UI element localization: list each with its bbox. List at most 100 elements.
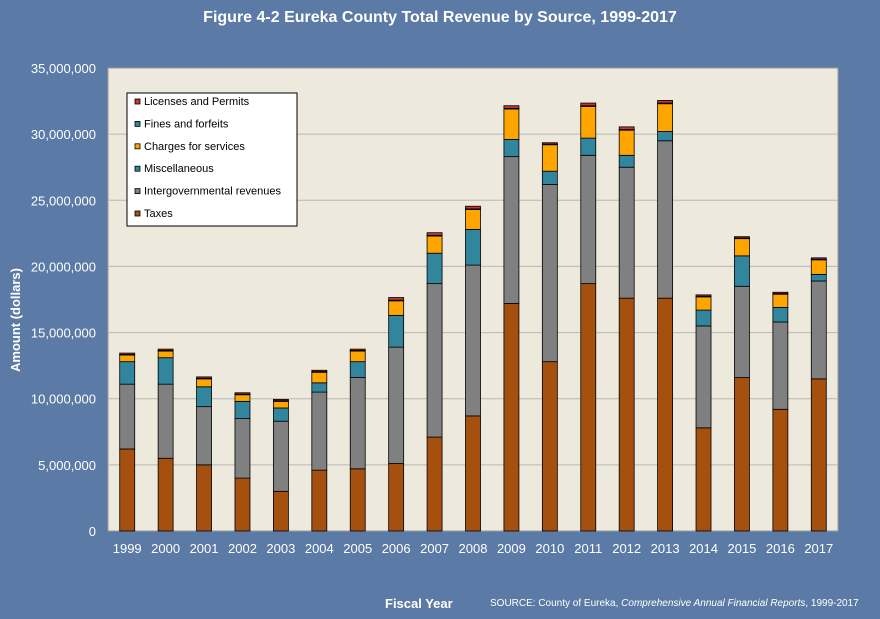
- bar-segment: [196, 378, 212, 388]
- y-axis-label: Amount (dollars): [8, 268, 23, 372]
- bar-segment: [541, 361, 558, 532]
- y-tick-label: 10,000,000: [31, 392, 96, 407]
- bar-segment: [772, 408, 789, 532]
- bar-segment: [734, 255, 750, 287]
- bar-segment: [580, 154, 597, 285]
- bar-segment: [426, 235, 443, 254]
- x-tick-label: 2012: [612, 541, 641, 556]
- bar-segment: [657, 140, 674, 299]
- bar-segment: [119, 352, 136, 355]
- bar-segment: [734, 238, 750, 257]
- y-tick-label: 0: [89, 524, 96, 539]
- bar-segment: [657, 131, 674, 142]
- bar-segment: [388, 314, 405, 348]
- bar-segment: [503, 139, 520, 158]
- bar-segment: [311, 369, 328, 372]
- y-tick-label: 30,000,000: [31, 127, 96, 142]
- bar-segment: [349, 350, 366, 363]
- bar-segment: [119, 361, 136, 385]
- bar-segment: [580, 102, 597, 107]
- y-tick-label: 35,000,000: [31, 61, 96, 76]
- bar-segment: [272, 420, 289, 492]
- bar-segment: [349, 468, 366, 532]
- x-tick-label: 2017: [804, 541, 833, 556]
- bar-segment: [388, 463, 405, 532]
- bar-segment: [234, 392, 251, 395]
- bar-segment: [234, 477, 251, 532]
- bar-segment: [618, 129, 635, 156]
- x-tick-label: 2000: [151, 541, 180, 556]
- bar-segment: [119, 354, 136, 363]
- bar-segment: [810, 378, 827, 532]
- bar-segment: [196, 376, 212, 379]
- x-tick-label: 2008: [459, 541, 488, 556]
- bar-segment: [695, 325, 712, 429]
- legend-swatch: [134, 188, 141, 195]
- bar-segment: [618, 166, 635, 299]
- x-tick-label: 2005: [343, 541, 372, 556]
- bar-segment: [196, 406, 212, 466]
- bar-segment: [349, 361, 366, 378]
- bar-segment: [426, 436, 443, 532]
- legend-swatch: [134, 143, 141, 150]
- legend-swatch: [134, 121, 141, 127]
- legend-swatch: [134, 210, 141, 217]
- x-tick-label: 2002: [228, 541, 257, 556]
- legend-label: Charges for services: [144, 141, 245, 153]
- bar-segment: [772, 307, 789, 323]
- x-axis-label: Fiscal Year: [385, 596, 453, 611]
- bar-segment: [503, 108, 520, 140]
- bar-segment: [426, 252, 443, 285]
- y-axis-ticks: 0 5,000,000 10,000,000 15,000,000 20,000,000…: [31, 61, 96, 539]
- bar-segment: [119, 383, 136, 450]
- bar-segment: [349, 348, 366, 351]
- x-tick-label: 2006: [382, 541, 411, 556]
- bar-segment: [541, 142, 558, 145]
- x-tick-label: 2016: [766, 541, 795, 556]
- bar-segment: [695, 296, 712, 311]
- bar-segment: [772, 321, 789, 410]
- bar-segment: [541, 144, 558, 172]
- x-tick-label: 2013: [651, 541, 680, 556]
- y-tick-label: 15,000,000: [31, 326, 96, 341]
- bar-segment: [388, 300, 405, 316]
- x-tick-label: 2009: [497, 541, 526, 556]
- bar-segment: [272, 407, 289, 422]
- bar-segment: [503, 303, 520, 532]
- bar-segment: [388, 346, 405, 464]
- bar-segment: [734, 377, 750, 532]
- bar-segment: [157, 383, 174, 459]
- y-tick-label: 20,000,000: [31, 259, 96, 274]
- bar-segment: [734, 285, 750, 378]
- x-tick-label: 2015: [727, 541, 756, 556]
- bar-segment: [580, 283, 597, 532]
- bar-segment: [119, 448, 136, 532]
- x-axis-ticks: 1999 2000 2001 2002 2003 2004 2005 2006 2007 2008…: [113, 541, 834, 556]
- legend-label: Licenses and Permits: [144, 96, 250, 108]
- bar-segment: [810, 259, 827, 275]
- legend-label: Taxes: [144, 208, 173, 220]
- x-tick-label: 2004: [305, 541, 334, 556]
- bar-segment: [465, 209, 481, 230]
- bar-segment: [810, 257, 827, 260]
- x-tick-label: 2014: [689, 541, 718, 556]
- source-report-title: Comprehensive Annual Financial Reports: [621, 598, 806, 609]
- legend-box: [126, 92, 298, 227]
- legend-label: Intergovernmental revenues: [144, 186, 281, 198]
- bar-segment: [426, 283, 443, 438]
- bar-segment: [311, 371, 328, 384]
- bar-segment: [580, 105, 597, 139]
- bar-segment: [695, 294, 712, 297]
- bar-segment: [272, 398, 289, 402]
- bar-segment: [772, 293, 789, 308]
- bar-segment: [157, 348, 174, 351]
- x-tick-label: 2001: [190, 541, 219, 556]
- y-tick-label: 5,000,000: [38, 458, 96, 473]
- bar-segment: [196, 464, 212, 532]
- bar-segment: [541, 170, 558, 185]
- legend-swatch: [134, 98, 141, 105]
- bar-segment: [272, 400, 289, 409]
- bar-segment: [349, 377, 366, 470]
- chart-title: Figure 4-2 Eureka County Total Revenue b…: [203, 9, 677, 26]
